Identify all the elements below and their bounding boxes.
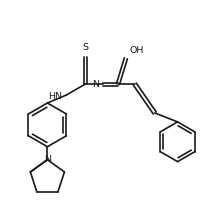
Text: S: S	[82, 43, 88, 52]
Text: N: N	[44, 155, 51, 164]
Text: HN: HN	[48, 92, 62, 101]
Text: OH: OH	[130, 46, 144, 55]
Text: N: N	[92, 80, 99, 89]
